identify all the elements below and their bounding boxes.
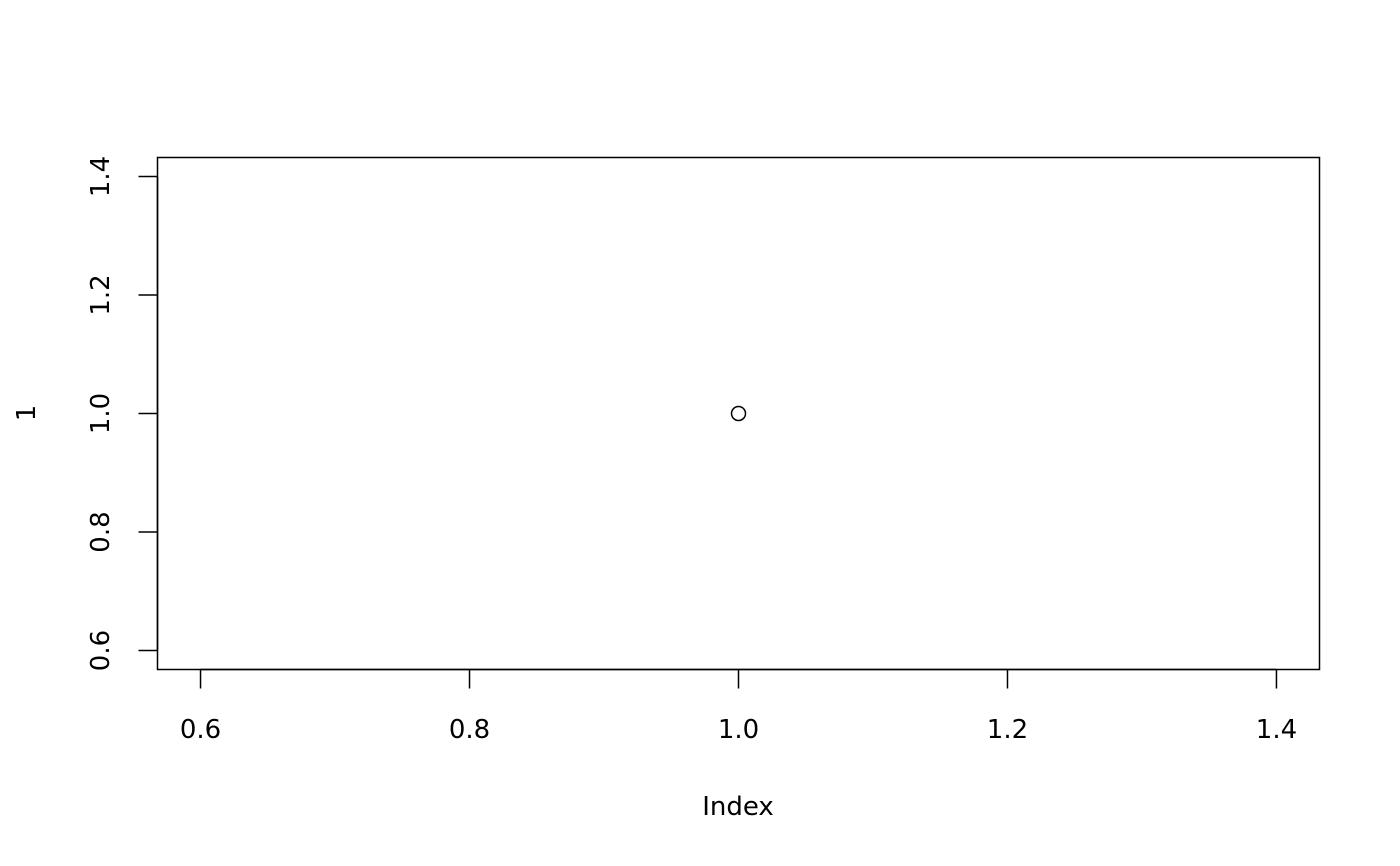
y-axis: 0.6 0.8 1.0 1.2 1.4 <box>86 156 159 671</box>
x-axis-title: Index <box>702 792 774 822</box>
x-tick-label: 0.8 <box>449 715 490 745</box>
data-point <box>730 405 747 422</box>
plot-box <box>156 156 1321 671</box>
y-axis-title: 1 <box>12 405 42 422</box>
x-tick-label: 1.0 <box>718 715 759 745</box>
y-tick-label: 0.6 <box>86 630 116 671</box>
y-tick-label: 1.2 <box>86 274 116 315</box>
y-tick-label: 1.0 <box>86 393 116 434</box>
x-tick-label: 1.4 <box>1256 715 1297 745</box>
y-tick-label: 1.4 <box>86 156 116 197</box>
x-tick-label: 0.6 <box>180 715 221 745</box>
x-axis: 0.6 0.8 1.0 1.2 1.4 <box>180 668 1297 745</box>
data-points <box>730 405 747 422</box>
y-tick-label: 0.8 <box>86 511 116 552</box>
x-tick-label: 1.2 <box>987 715 1028 745</box>
